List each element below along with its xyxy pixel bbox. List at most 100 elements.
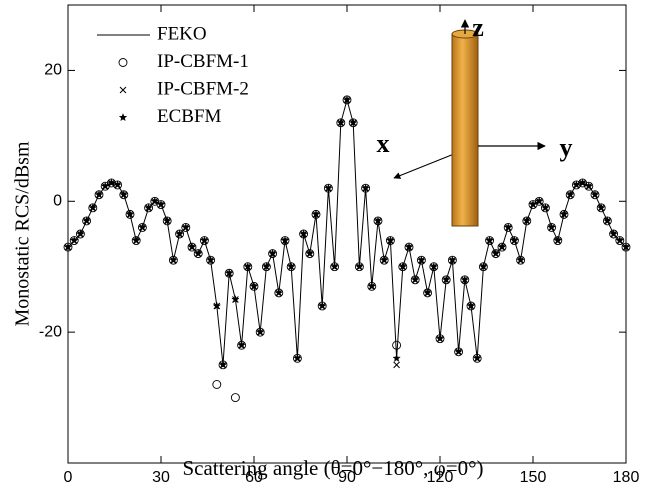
circle-marker: [392, 340, 402, 350]
star-marker: [615, 236, 625, 245]
star-marker: [491, 249, 501, 258]
star-marker: [150, 196, 160, 205]
star-marker: [218, 360, 228, 369]
star-marker: [125, 209, 135, 219]
star-marker: [441, 275, 451, 284]
star-marker: [324, 183, 333, 192]
star-marker: [262, 262, 271, 271]
star-marker: [181, 222, 191, 232]
y-tick-label: 20: [44, 62, 62, 79]
star-marker: [479, 262, 488, 271]
star-marker: [454, 347, 463, 356]
legend-label: FEKO: [157, 23, 207, 44]
star-marker: [144, 203, 153, 212]
star-marker: [63, 242, 73, 251]
x-tick-label: 180: [613, 469, 640, 486]
star-marker: [355, 262, 364, 271]
legend-label: ECBFM: [157, 106, 222, 127]
star-marker: [156, 200, 166, 209]
star-marker: [404, 242, 414, 251]
cylinder: [451, 33, 479, 227]
star-marker: [497, 242, 507, 251]
star-marker: [187, 242, 197, 251]
inset: [393, 19, 546, 227]
x-tick-label: 90: [338, 469, 356, 486]
star-marker: [212, 301, 222, 310]
star-marker: [485, 236, 494, 245]
star-marker: [534, 196, 544, 205]
x-tick-label: 30: [152, 469, 170, 486]
star-marker: [373, 216, 383, 225]
legend-marker: [118, 112, 128, 122]
star-marker: [193, 249, 203, 258]
star-marker: [510, 236, 519, 245]
star-marker: [553, 236, 563, 245]
inset-label: y: [560, 133, 573, 162]
star-marker: [429, 262, 439, 271]
star-marker: [590, 190, 600, 199]
inset-label: z: [472, 13, 484, 42]
star-marker: [175, 229, 184, 238]
star-marker: [386, 236, 395, 245]
star-marker: [423, 288, 432, 297]
star-marker: [435, 334, 445, 343]
star-marker: [503, 222, 513, 232]
star-marker: [348, 118, 358, 127]
star-marker: [107, 178, 116, 187]
star-marker: [138, 222, 147, 232]
star-marker: [286, 262, 296, 271]
x-tick-label: 150: [520, 469, 547, 486]
star-marker: [559, 209, 569, 219]
star-marker: [596, 203, 606, 212]
star-marker: [603, 216, 612, 225]
star-marker: [522, 216, 532, 225]
star-marker: [162, 216, 172, 225]
star-marker: [293, 353, 302, 362]
star-marker: [206, 255, 215, 264]
star-marker: [565, 190, 575, 199]
star-marker: [516, 255, 525, 264]
star-marker: [82, 216, 91, 225]
star-marker: [541, 203, 550, 212]
circle-marker: [212, 380, 222, 389]
star-marker: [268, 249, 277, 258]
legend-marker: [118, 58, 128, 67]
legend-label: IP-CBFM-2: [157, 78, 249, 99]
star-marker: [578, 178, 587, 187]
star-marker: [609, 229, 618, 238]
star-marker: [392, 353, 401, 362]
star-marker: [305, 249, 315, 258]
star-marker: [460, 275, 470, 284]
star-marker: [466, 301, 476, 310]
star-marker: [299, 229, 308, 238]
star-marker: [336, 118, 346, 127]
star-marker: [94, 190, 104, 199]
star-marker: [361, 183, 370, 192]
y-axis-label: Monostatic RCS/dBsm: [12, 141, 34, 326]
legend-label: IP-CBFM-1: [157, 51, 249, 72]
star-marker: [237, 340, 246, 349]
x-axis-label: Scattering angle (θ=0°−180°, φ=0°): [182, 456, 483, 480]
star-marker: [255, 327, 265, 336]
x-tick-label: 120: [427, 469, 454, 486]
star-marker: [280, 236, 290, 245]
star-marker: [100, 181, 110, 190]
star-marker: [547, 222, 556, 232]
star-marker: [200, 236, 209, 245]
series-line: [67, 97, 627, 365]
star-marker: [367, 281, 377, 290]
y-tick-label: 0: [53, 193, 62, 210]
star-marker: [76, 229, 85, 238]
star-marker: [410, 275, 420, 284]
star-marker: [274, 288, 284, 297]
inset-label: x: [377, 129, 390, 158]
legend-marker: [119, 86, 127, 94]
star-marker: [249, 281, 259, 290]
star-marker: [572, 180, 581, 189]
star-marker: [342, 95, 352, 104]
star-marker: [621, 242, 631, 251]
star-marker: [472, 353, 482, 362]
x-tick-label: 0: [64, 469, 73, 486]
star-marker: [584, 181, 594, 190]
